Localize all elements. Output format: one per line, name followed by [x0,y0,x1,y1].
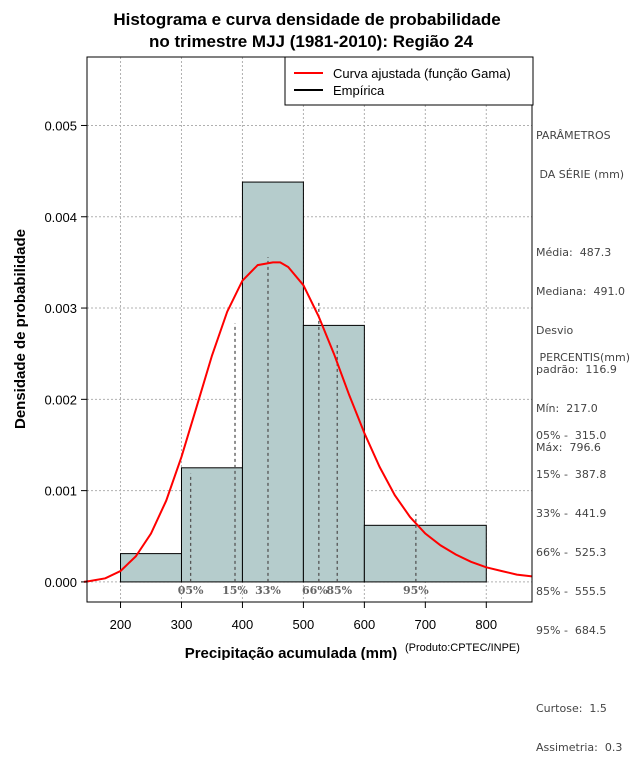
y-axis-label: Densidade de probabilidade [12,229,29,429]
chart-title-line2: no trimestre MJJ (1981-2010): Região 24 [149,32,474,51]
y-tick-label-3: 0.003 [44,301,77,316]
percentil-15: 15% - 387.8 [536,468,607,481]
x-tick-label-0: 200 [110,617,132,632]
percentile-label-0: 05% [178,584,204,597]
y-tick-label-0: 0.000 [44,575,77,590]
histogram-bars [120,181,487,583]
stat-media: Média: 487.3 [536,246,612,259]
x-tick-label-6: 800 [475,617,497,632]
stat-mediana: Mediana: 491.0 [536,285,625,298]
stat-desvio-2: padrão: 116.9 [536,363,617,376]
x-tick-label-5: 700 [414,617,436,632]
legend-empirical-label: Empírica [333,83,385,98]
percentil-95: 95% - 684.5 [536,624,607,637]
stats-header-1: PARÂMETROS [536,129,611,142]
percentile-label-4: 85% [326,584,352,597]
percentis-panel: PERCENTIS(mm) 05% - 315.0 15% - 387.8 33… [536,325,630,767]
x-axis-label: Precipitação acumulada (mm) [185,645,398,660]
percentil-85: 85% - 555.5 [536,585,607,598]
legend: Curva ajustada (função Gama) Empírica [284,56,534,106]
y-tick-label-5: 0.005 [44,118,77,133]
stats-panel: PARÂMETROS DA SÉRIE (mm) Média: 487.3 Me… [536,103,625,467]
x-tick-label-4: 600 [354,617,376,632]
histogram-bar-3 [302,324,365,583]
histogram-bar-0 [120,553,182,583]
x-tick-label-2: 400 [232,617,254,632]
y-tick-label-1: 0.001 [44,484,77,499]
percentile-label-3: 66% [302,584,328,597]
x-tick-label-3: 500 [293,617,315,632]
percentile-lines: 05% 15% 33% 66%85% 95% [178,257,429,597]
credit-label: (Produto:CPTEC/INPE) [405,642,520,654]
percentile-label-1: 15% [222,584,248,597]
percentile-label-5: 95% [403,584,429,597]
x-tick-label-1: 300 [171,617,193,632]
y-axis-ticks: 0.000 0.001 0.002 0.003 0.004 0.005 [44,118,87,590]
stat-max: Máx: 796.6 [536,441,601,454]
y-tick-label-4: 0.004 [44,210,77,225]
x-axis-ticks: 200 300 400 500 600 700 800 [110,602,497,632]
histogram-bar-2 [241,181,304,583]
y-tick-label-2: 0.002 [44,392,77,407]
stat-assimetria: Assimetria: 0.3 [536,741,623,754]
percentis-header: PERCENTIS(mm) [536,351,630,364]
percentile-label-2: 33% [255,584,281,597]
percentil-05: 05% - 315.0 [536,429,607,442]
stat-curtose: Curtose: 1.5 [536,702,607,715]
gamma-curve [83,261,533,583]
percentil-66: 66% - 525.3 [536,546,607,559]
stat-desvio-1: Desvio [536,324,574,337]
histogram-chart: 05% 15% 33% 66%85% 95% 200 300 400 500 600 700 800… [12,10,534,660]
stats-header-2: DA SÉRIE (mm) [536,168,625,181]
legend-curve-label: Curva ajustada (função Gama) [333,66,511,81]
stat-min: Mín: 217.0 [536,402,598,415]
chart-title-line1: Histograma e curva densidade de probabil… [113,10,500,29]
legend-box [284,56,534,106]
percentil-33: 33% - 441.9 [536,507,607,520]
